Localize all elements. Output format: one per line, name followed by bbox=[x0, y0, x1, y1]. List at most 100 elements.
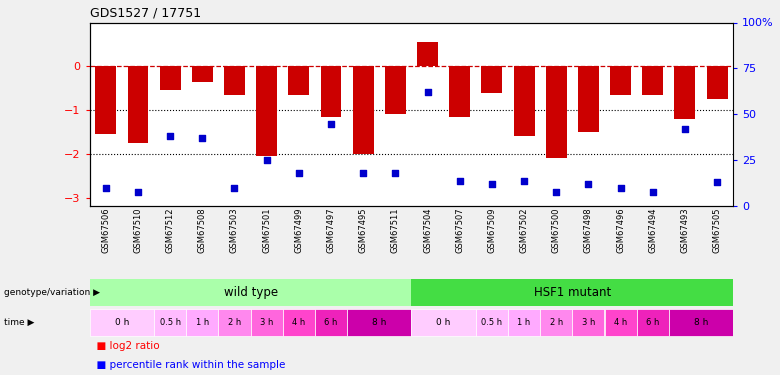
Text: GSM67506: GSM67506 bbox=[101, 208, 110, 253]
Bar bbox=[476, 309, 508, 336]
Text: 8 h: 8 h bbox=[694, 318, 708, 327]
Bar bbox=[250, 309, 282, 336]
Bar bbox=[675, 66, 696, 119]
Bar bbox=[224, 66, 245, 95]
Bar bbox=[289, 66, 310, 95]
Text: 6 h: 6 h bbox=[646, 318, 659, 327]
Point bbox=[229, 185, 241, 191]
Bar bbox=[513, 66, 534, 136]
Text: 4 h: 4 h bbox=[292, 318, 306, 327]
Text: 2 h: 2 h bbox=[550, 318, 563, 327]
Text: GSM67512: GSM67512 bbox=[165, 208, 175, 253]
Text: wild type: wild type bbox=[224, 286, 278, 299]
Text: 6 h: 6 h bbox=[324, 318, 338, 327]
Bar bbox=[90, 309, 154, 336]
Bar bbox=[192, 66, 213, 82]
Text: GSM67493: GSM67493 bbox=[680, 208, 690, 253]
Point bbox=[518, 177, 530, 183]
Bar bbox=[573, 309, 604, 336]
Point bbox=[421, 89, 434, 95]
Text: GSM67500: GSM67500 bbox=[551, 208, 561, 253]
Point bbox=[486, 181, 498, 187]
Bar bbox=[417, 42, 438, 66]
Text: 8 h: 8 h bbox=[372, 318, 386, 327]
Bar bbox=[385, 66, 406, 114]
Point bbox=[550, 189, 562, 195]
Bar bbox=[669, 309, 733, 336]
Point bbox=[261, 158, 273, 164]
Text: GSM67509: GSM67509 bbox=[488, 208, 496, 253]
Text: 3 h: 3 h bbox=[582, 318, 595, 327]
Bar bbox=[218, 309, 250, 336]
Bar bbox=[540, 309, 573, 336]
Bar bbox=[707, 66, 728, 99]
Text: GSM67505: GSM67505 bbox=[713, 208, 722, 253]
Text: GSM67496: GSM67496 bbox=[616, 208, 625, 253]
Text: 1 h: 1 h bbox=[196, 318, 209, 327]
Bar bbox=[95, 66, 116, 134]
Bar bbox=[90, 279, 412, 306]
Point bbox=[582, 181, 594, 187]
Point bbox=[647, 189, 659, 195]
Text: GDS1527 / 17751: GDS1527 / 17751 bbox=[90, 7, 200, 20]
Bar bbox=[321, 66, 342, 117]
Text: time ▶: time ▶ bbox=[4, 318, 34, 327]
Bar bbox=[186, 309, 218, 336]
Bar bbox=[412, 309, 476, 336]
Bar bbox=[636, 309, 668, 336]
Point bbox=[679, 126, 691, 132]
Text: 0 h: 0 h bbox=[115, 318, 129, 327]
Text: 0 h: 0 h bbox=[437, 318, 451, 327]
Text: GSM67498: GSM67498 bbox=[584, 208, 593, 253]
Bar bbox=[481, 66, 502, 93]
Bar bbox=[412, 279, 733, 306]
Text: ■ log2 ratio: ■ log2 ratio bbox=[90, 341, 159, 351]
Point bbox=[389, 170, 402, 176]
Text: 1 h: 1 h bbox=[517, 318, 530, 327]
Text: HSF1 mutant: HSF1 mutant bbox=[534, 286, 611, 299]
Bar bbox=[160, 66, 181, 90]
Bar bbox=[256, 66, 277, 156]
Text: GSM67503: GSM67503 bbox=[230, 208, 239, 253]
Text: GSM67501: GSM67501 bbox=[262, 208, 271, 253]
Point bbox=[132, 189, 144, 195]
Text: GSM67508: GSM67508 bbox=[198, 208, 207, 253]
Text: GSM67495: GSM67495 bbox=[359, 208, 367, 253]
Text: 0.5 h: 0.5 h bbox=[160, 318, 181, 327]
Bar bbox=[642, 66, 663, 95]
Text: GSM67502: GSM67502 bbox=[519, 208, 529, 253]
Bar bbox=[347, 309, 411, 336]
Text: ■ percentile rank within the sample: ■ percentile rank within the sample bbox=[90, 360, 285, 370]
Bar bbox=[315, 309, 347, 336]
Bar bbox=[604, 309, 636, 336]
Text: 2 h: 2 h bbox=[228, 318, 241, 327]
Bar bbox=[353, 66, 374, 154]
Point bbox=[615, 185, 627, 191]
Point bbox=[292, 170, 305, 176]
Text: GSM67507: GSM67507 bbox=[456, 208, 464, 253]
Bar bbox=[578, 66, 599, 132]
Bar bbox=[546, 66, 567, 158]
Bar bbox=[154, 309, 186, 336]
Point bbox=[324, 121, 337, 127]
Bar bbox=[508, 309, 540, 336]
Text: 0.5 h: 0.5 h bbox=[481, 318, 502, 327]
Text: GSM67497: GSM67497 bbox=[327, 208, 335, 253]
Text: GSM67494: GSM67494 bbox=[648, 208, 658, 253]
Text: GSM67510: GSM67510 bbox=[133, 208, 143, 253]
Text: 4 h: 4 h bbox=[614, 318, 627, 327]
Point bbox=[100, 185, 112, 191]
Point bbox=[164, 134, 176, 140]
Bar bbox=[282, 309, 315, 336]
Text: GSM67511: GSM67511 bbox=[391, 208, 400, 253]
Text: genotype/variation ▶: genotype/variation ▶ bbox=[4, 288, 100, 297]
Bar bbox=[127, 66, 148, 143]
Point bbox=[357, 170, 370, 176]
Bar bbox=[449, 66, 470, 117]
Point bbox=[711, 179, 723, 185]
Text: GSM67499: GSM67499 bbox=[294, 208, 303, 253]
Text: 3 h: 3 h bbox=[260, 318, 273, 327]
Point bbox=[196, 135, 208, 141]
Text: GSM67504: GSM67504 bbox=[423, 208, 432, 253]
Point bbox=[453, 177, 466, 183]
